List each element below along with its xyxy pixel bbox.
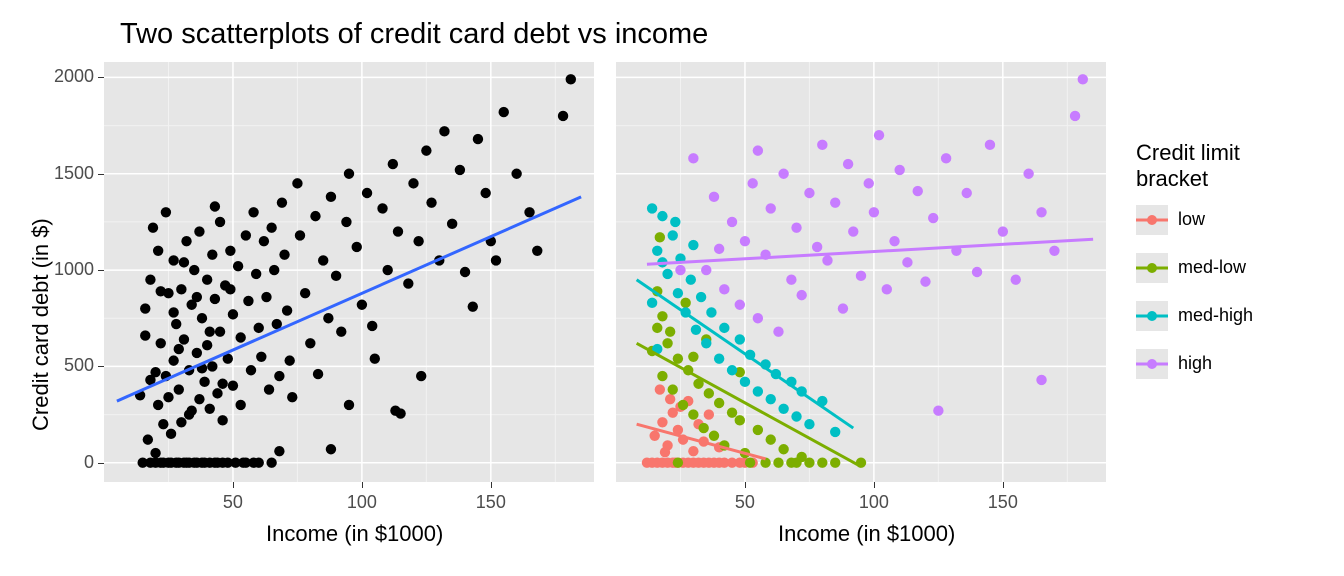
x-tick-label: 100 [345,492,379,513]
legend-label: med-high [1178,305,1253,326]
y-tick-label: 0 [84,452,94,473]
y-tick-label: 1500 [54,163,94,184]
x-tick-label: 50 [216,492,250,513]
legend-item-med-low: med-low [1136,253,1253,283]
legend-title: Credit limit bracket [1136,140,1253,193]
x-tick-label: 150 [986,492,1020,513]
x-tick-label: 150 [474,492,508,513]
legend-item-low: low [1136,205,1253,235]
y-tick-label: 500 [64,355,94,376]
scatter-panel-left [104,62,594,482]
legend-label: high [1178,353,1212,374]
x-tick-label: 50 [728,492,762,513]
scatter-panel-right [616,62,1106,482]
x-axis-label-left: Income (in $1000) [266,521,443,547]
legend-title-line2: bracket [1136,166,1208,191]
y-tick-label: 2000 [54,66,94,87]
y-axis-label: Credit card debt (in $) [28,218,54,431]
legend-label: med-low [1178,257,1246,278]
legend-title-line1: Credit limit [1136,140,1240,165]
legend: Credit limit bracket low med-low med-high h… [1136,140,1253,397]
legend-label: low [1178,209,1205,230]
figure-title: Two scatterplots of credit card debt vs … [120,18,708,51]
legend-item-med-high: med-high [1136,301,1253,331]
y-tick-label: 1000 [54,259,94,280]
figure-root: Two scatterplots of credit card debt vs … [0,0,1344,576]
x-axis-label-right: Income (in $1000) [778,521,955,547]
x-tick-label: 100 [857,492,891,513]
legend-item-high: high [1136,349,1253,379]
